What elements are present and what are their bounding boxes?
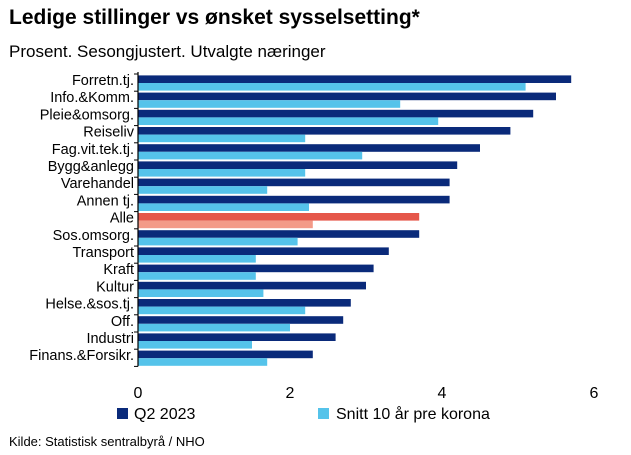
y-tick-label: Off. xyxy=(111,314,134,330)
chart-subtitle: Prosent. Sesongjustert. Utvalgte næringe… xyxy=(9,42,326,61)
y-tick-label: Forretn.tj. xyxy=(72,73,134,89)
y-tick-label: Sos.omsorg. xyxy=(53,228,134,244)
y-tick-label: Kultur xyxy=(96,279,134,295)
y-tick-label: Annen tj. xyxy=(77,193,134,209)
y-tick-label: Helse.&sos.tj. xyxy=(45,297,134,313)
bar-snitt-10-ar xyxy=(138,151,363,160)
bar-q2-2023 xyxy=(138,195,450,204)
bar-q2-2023 xyxy=(138,350,313,359)
legend-swatch-q2-2023 xyxy=(117,408,128,419)
y-tick-label: Fag.vit.tek.tj. xyxy=(52,142,134,158)
bar-snitt-10-ar xyxy=(138,341,252,349)
bar-q2-2023 xyxy=(138,213,420,221)
bar-snitt-10-ar xyxy=(138,255,256,263)
bar-q2-2023 xyxy=(138,92,556,101)
bar-q2-2023 xyxy=(138,109,534,118)
bar-q2-2023 xyxy=(138,333,336,341)
bar-snitt-10-ar xyxy=(138,169,306,177)
bar-snitt-10-ar xyxy=(138,237,298,246)
y-tick-label: Bygg&anlegg xyxy=(48,159,134,175)
x-tick-label: 0 xyxy=(134,385,143,402)
bar-snitt-10-ar xyxy=(138,272,256,280)
bar-q2-2023 xyxy=(138,178,450,187)
y-tick-label: Reiseliv xyxy=(83,125,135,141)
bar-q2-2023 xyxy=(138,316,344,324)
bar-snitt-10-ar xyxy=(138,134,306,143)
bar-snitt-10-ar xyxy=(138,100,401,108)
bar-q2-2023 xyxy=(138,230,420,238)
bar-snitt-10-ar xyxy=(138,358,268,366)
bar-snitt-10-ar xyxy=(138,186,268,194)
y-tick-label: Varehandel xyxy=(61,176,134,192)
bar-q2-2023 xyxy=(138,264,374,273)
bar-snitt-10-ar xyxy=(138,203,309,211)
y-tick-label: Alle xyxy=(110,211,134,227)
legend-label-snitt-10-ar: Snitt 10 år pre korona xyxy=(336,405,490,423)
bar-snitt-10-ar xyxy=(138,220,313,229)
y-tick-label: Info.&Komm. xyxy=(50,90,134,106)
bar-snitt-10-ar xyxy=(138,289,264,297)
bar-q2-2023 xyxy=(138,247,389,255)
legend-label-q2-2023: Q2 2023 xyxy=(134,406,195,423)
y-tick-label: Transport xyxy=(72,245,134,261)
bar-q2-2023 xyxy=(138,75,572,83)
y-tick-label: Finans.&Forsikr. xyxy=(29,348,134,364)
bar-snitt-10-ar xyxy=(138,323,290,332)
bar-q2-2023 xyxy=(138,144,480,152)
chart-title: Ledige stillinger vs ønsket sysselsettin… xyxy=(9,6,420,29)
bar-q2-2023 xyxy=(138,299,351,307)
source-note: Kilde: Statistisk sentralbyrå / NHO xyxy=(9,434,205,449)
x-tick-label: 4 xyxy=(438,385,447,402)
y-tick-label: Kraft xyxy=(103,262,134,278)
bar-snitt-10-ar xyxy=(138,117,439,125)
bar-q2-2023 xyxy=(138,281,366,290)
bar-q2-2023 xyxy=(138,161,458,169)
x-tick-label: 2 xyxy=(286,385,295,402)
bar-q2-2023 xyxy=(138,127,511,135)
x-tick-label: 6 xyxy=(590,385,599,402)
bar-snitt-10-ar xyxy=(138,83,526,91)
legend-swatch-snitt-10-ar xyxy=(318,408,329,419)
y-tick-label: Pleie&omsorg. xyxy=(40,107,134,123)
bar-snitt-10-ar xyxy=(138,306,306,315)
y-tick-label: Industri xyxy=(86,331,134,347)
